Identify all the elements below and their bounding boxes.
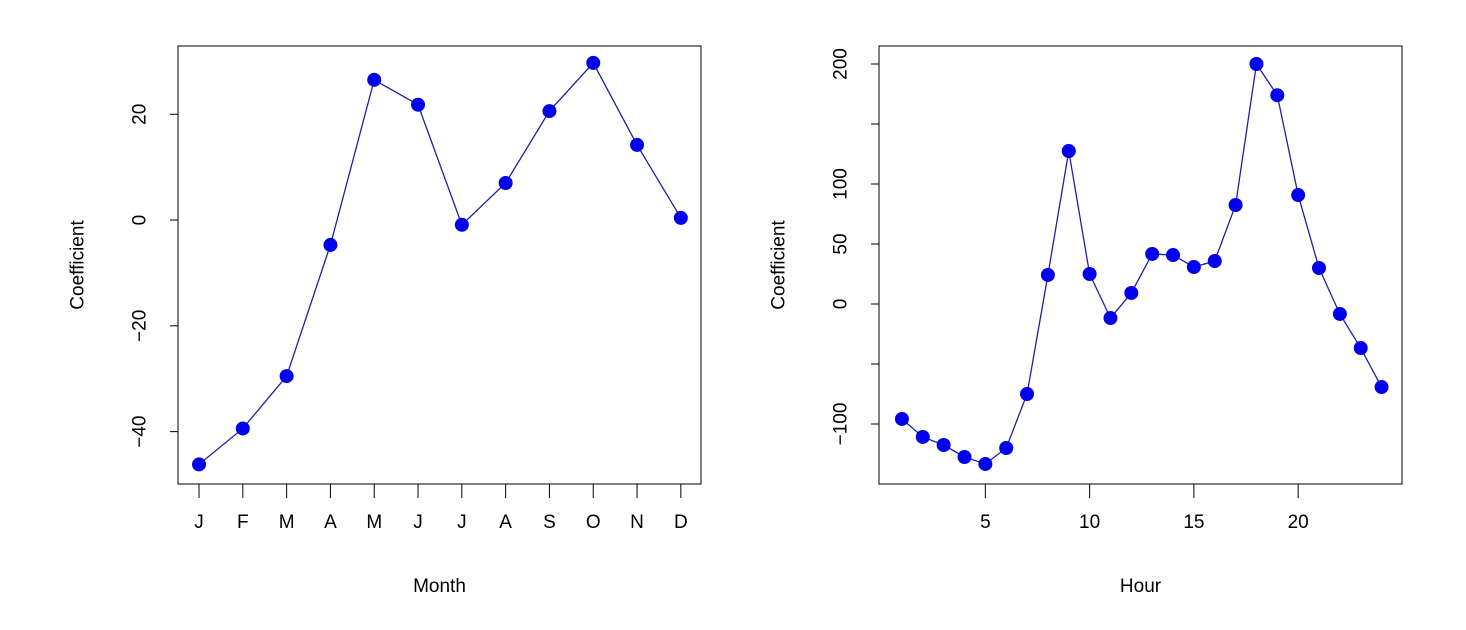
data-point	[1228, 198, 1243, 212]
data-point	[454, 217, 469, 232]
x-axis-label: Hour	[1120, 576, 1162, 597]
data-point	[1103, 311, 1118, 326]
y-axis-label: Coefficient	[68, 220, 89, 310]
data-point	[498, 176, 513, 191]
x-tick-label: A	[324, 512, 337, 533]
series-line	[901, 62, 1383, 465]
data-point	[1312, 261, 1327, 275]
x-tick-label: S	[543, 512, 556, 533]
x-axis-label: Month	[413, 576, 466, 597]
x-tick-label: N	[630, 512, 644, 533]
data-point	[978, 456, 993, 471]
x-tick-label: J	[413, 512, 423, 533]
data-point	[192, 457, 207, 472]
y-axis-label: Coefficient	[769, 220, 790, 310]
data-point	[915, 429, 930, 444]
data-point	[1270, 88, 1285, 103]
data-point	[1124, 285, 1139, 300]
data-point	[323, 237, 338, 252]
hour-coefficient-plot: −100 0 50 100 200 Coefficient 5 10 15 20 Hour	[769, 45, 1403, 597]
data-point	[1061, 144, 1076, 158]
x-tick-label: F	[237, 512, 249, 533]
x-tick-label: 15	[1183, 512, 1204, 533]
x-tick-label: D	[674, 512, 688, 533]
y-tick-label: −100	[831, 403, 852, 446]
data-point	[1291, 188, 1306, 203]
data-point	[235, 421, 250, 436]
data-point	[1082, 267, 1097, 281]
data-point	[367, 72, 382, 87]
data-point	[542, 104, 557, 119]
data-point	[1020, 387, 1035, 401]
y-tick-label: 50	[831, 233, 852, 254]
data-point	[957, 450, 972, 464]
y-tick-label: −40	[130, 416, 151, 448]
data-point	[630, 137, 645, 152]
data-point	[1332, 306, 1347, 321]
x-tick-label: 20	[1288, 512, 1309, 533]
data-point	[894, 411, 909, 426]
x-tick-label: A	[499, 512, 512, 533]
plot-frame	[878, 45, 1403, 485]
data-point	[1145, 246, 1160, 261]
x-tick-label: O	[586, 512, 601, 533]
y-tick-label: −20	[130, 310, 151, 342]
y-tick-label: 0	[831, 299, 852, 310]
data-point	[1166, 248, 1181, 263]
data-point	[1249, 57, 1264, 71]
series-line	[198, 61, 682, 465]
y-tick-label: 20	[130, 104, 151, 125]
data-point	[279, 369, 294, 384]
y-tick-label: 200	[831, 48, 852, 80]
x-tick-label: 10	[1079, 512, 1100, 533]
data-point	[586, 55, 601, 70]
data-point	[999, 441, 1014, 455]
data-point	[1040, 267, 1055, 282]
y-tick-label: 100	[831, 168, 852, 200]
data-point	[1186, 260, 1201, 275]
data-point	[1353, 341, 1368, 356]
data-point	[1207, 254, 1222, 269]
y-tick-label: 0	[130, 215, 151, 226]
data-point	[673, 210, 688, 225]
x-tick-label: 5	[980, 512, 991, 533]
month-coefficient-plot: −40 −20 0 20 Coefficient J F M A M J J A S O N D Month	[68, 45, 702, 597]
x-tick-label: J	[457, 512, 467, 533]
data-point	[411, 97, 426, 112]
x-tick-label: M	[279, 512, 295, 533]
data-point	[936, 438, 951, 452]
x-tick-label: J	[194, 512, 204, 533]
plot-frame	[177, 45, 702, 485]
x-tick-label: M	[366, 512, 382, 533]
data-point	[1374, 380, 1389, 395]
